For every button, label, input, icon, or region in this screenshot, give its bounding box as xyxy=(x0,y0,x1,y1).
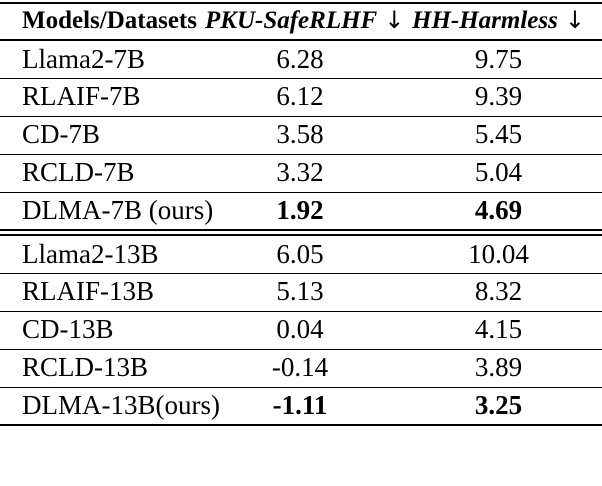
pku-value-cell: 1.92 xyxy=(276,195,324,226)
model-cell: DLMA-7B (ours) xyxy=(22,195,214,226)
table-row-rcld-7b: RCLD-7B 3.32 5.04 xyxy=(0,154,602,192)
group-divider-rule xyxy=(0,230,602,235)
model-cell: CD-7B xyxy=(22,119,101,150)
hh-value-cell: 3.89 xyxy=(474,352,523,383)
pku-value-cell: 3.58 xyxy=(276,119,324,150)
col-header-models-datasets: Models/Datasets xyxy=(22,7,197,35)
model-cell: Llama2-13B xyxy=(22,238,159,269)
col-header-pku-saferlhf: PKU-SafeRLHF ↓ xyxy=(205,3,404,40)
model-cell: RLAIF-7B xyxy=(22,81,141,112)
model-cell: DLMA-13B(ours) xyxy=(22,390,220,421)
model-cell: CD-13B xyxy=(22,314,114,345)
table-row-cd-13b: CD-13B 0.04 4.15 xyxy=(0,311,602,349)
model-cell: Llama2-7B xyxy=(22,43,145,74)
table-row-rlaif-7b: RLAIF-7B 6.12 9.39 xyxy=(0,78,602,116)
model-cell: RLAIF-13B xyxy=(22,276,155,307)
down-arrow-icon: ↓ xyxy=(564,6,585,35)
hh-value-cell: 5.45 xyxy=(474,119,523,150)
results-table: Models/Datasets PKU-SafeRLHF ↓ HH-Harmles… xyxy=(0,2,602,426)
pku-value-cell: 0.04 xyxy=(276,314,324,345)
hh-value-cell: 3.25 xyxy=(474,390,523,421)
hh-value-cell: 8.32 xyxy=(474,276,523,307)
pku-value-cell: -1.11 xyxy=(272,390,328,421)
pku-value-cell: 6.12 xyxy=(276,81,324,112)
hh-value-cell: 10.04 xyxy=(468,238,529,269)
pku-value-cell: 6.05 xyxy=(276,238,324,269)
model-cell: RCLD-13B xyxy=(22,352,149,383)
table-row-rlaif-13b: RLAIF-13B 5.13 8.32 xyxy=(0,273,602,311)
col-header-hh-label: HH-Harmless xyxy=(412,7,558,35)
table-row-rcld-13b: RCLD-13B -0.14 3.89 xyxy=(0,349,602,387)
table-row-cd-7b: CD-7B 3.58 5.45 xyxy=(0,116,602,154)
pku-value-cell: 5.13 xyxy=(276,276,324,307)
down-arrow-icon: ↓ xyxy=(384,6,405,35)
hh-value-cell: 9.39 xyxy=(474,81,523,112)
col-header-pku-label: PKU-SafeRLHF xyxy=(205,7,378,35)
col-header-hh-harmless: HH-Harmless ↓ xyxy=(395,3,602,40)
model-cell: RCLD-7B xyxy=(22,157,135,188)
hh-value-cell: 4.69 xyxy=(474,195,523,226)
header-row: Models/Datasets PKU-SafeRLHF ↓ HH-Harmles… xyxy=(0,3,602,40)
hh-value-cell: 4.15 xyxy=(474,314,523,345)
hh-value-cell: 5.04 xyxy=(474,157,523,188)
pku-value-cell: 3.32 xyxy=(276,157,324,188)
table-row-dlma-7b-ours: DLMA-7B (ours) 1.92 4.69 xyxy=(0,192,602,230)
table-row-dlma-13b-ours: DLMA-13B(ours) -1.11 3.25 xyxy=(0,387,602,425)
table-row-llama2-13b: Llama2-13B 6.05 10.04 xyxy=(0,235,602,273)
table-row-llama2-7b: Llama2-7B 6.28 9.75 xyxy=(0,40,602,78)
pku-value-cell: -0.14 xyxy=(271,352,329,383)
pku-value-cell: 6.28 xyxy=(276,43,324,74)
hh-value-cell: 9.75 xyxy=(474,43,523,74)
